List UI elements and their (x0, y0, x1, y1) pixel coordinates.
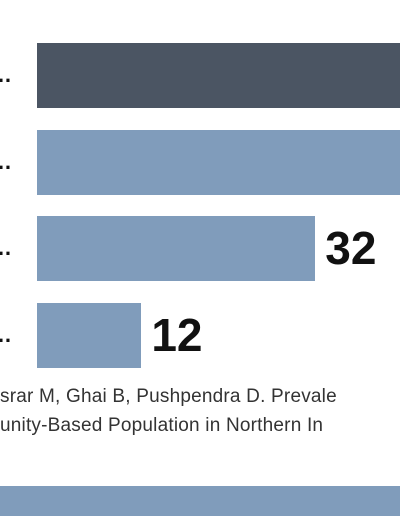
category-label: …e (0, 235, 12, 261)
citation-line-2: unity-Based Population in Northern In (0, 415, 324, 436)
bar (37, 216, 316, 281)
category-label: …e (0, 62, 12, 88)
bar (37, 130, 400, 195)
bar (37, 43, 400, 108)
footer-band (0, 486, 400, 516)
bar-chart: …e …e …e 32 …e 12 (0, 43, 400, 368)
category-label: …e (0, 149, 12, 175)
bar-value-label: 12 (151, 308, 203, 361)
bar-value-label: 32 (325, 221, 377, 274)
bar (37, 303, 142, 368)
category-label: …e (0, 322, 12, 348)
citation-line-1: srar M, Ghai B, Pushpendra D. Prevale (0, 386, 337, 407)
